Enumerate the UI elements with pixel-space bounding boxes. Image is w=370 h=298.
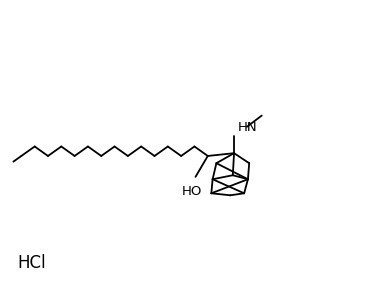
Text: HO: HO xyxy=(182,185,202,198)
Text: HN: HN xyxy=(238,121,257,134)
Text: HCl: HCl xyxy=(17,254,46,272)
